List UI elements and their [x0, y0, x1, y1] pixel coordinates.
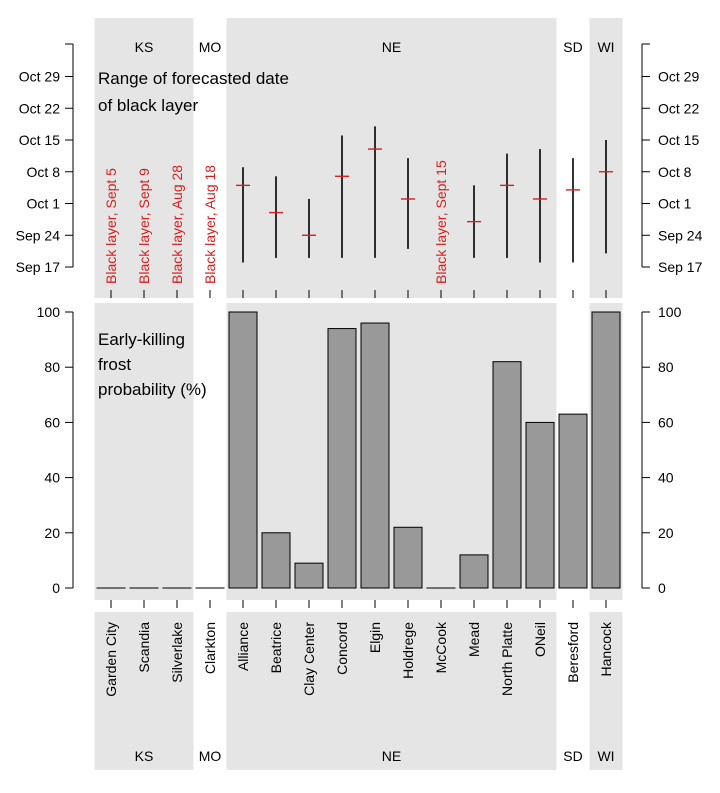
- location-label: North Platte: [499, 622, 515, 696]
- bottom-right-tick-label: 60: [658, 414, 674, 430]
- top-left-tick-label: Oct 29: [19, 69, 60, 85]
- frost-bar: [228, 311, 258, 589]
- bottom-panel-title: frost: [98, 355, 131, 374]
- frost-bar: [327, 328, 357, 589]
- location-label: McCook: [433, 621, 449, 673]
- state-label-bottom: NE: [382, 748, 401, 764]
- location-label: Elgin: [367, 622, 383, 653]
- band-top-ne: [226, 18, 557, 298]
- band-top-ks: [94, 18, 194, 298]
- top-right-tick-label: Oct 15: [658, 132, 699, 148]
- state-label-top: SD: [563, 39, 582, 55]
- bottom-left-tick-label: 80: [44, 359, 60, 375]
- top-right-tick-label: Oct 8: [658, 164, 692, 180]
- location-label: Clay Center: [301, 622, 317, 696]
- bottom-right-tick-label: 40: [658, 470, 674, 486]
- black-layer-note: Black layer, Aug 28: [169, 165, 185, 284]
- bottom-panel-title: probability (%): [98, 380, 207, 399]
- band-bottom-ks: [94, 303, 194, 600]
- bottom-left-tick-label: 100: [37, 304, 61, 320]
- top-panel-title: of black layer: [98, 96, 198, 115]
- bottom-left-tick-label: 20: [44, 525, 60, 541]
- top-right-tick-label: Oct 1: [658, 196, 692, 212]
- top-left-tick-label: Oct 15: [19, 132, 60, 148]
- bottom-panel-title: Early-killing: [98, 330, 185, 349]
- top-left-tick-label: Oct 8: [27, 164, 61, 180]
- frost-bar: [294, 562, 324, 589]
- frost-bar: [591, 311, 621, 589]
- top-left-tick-label: Sep 24: [16, 227, 61, 243]
- location-label: Silverlake: [169, 622, 185, 683]
- black-layer-note: Black layer, Sept 15: [433, 160, 449, 284]
- location-label: Clarkton: [202, 622, 218, 674]
- frost-bar: [393, 526, 423, 589]
- frost-bar: [558, 413, 588, 589]
- location-label: Beresford: [565, 622, 581, 683]
- frost-bar: [261, 532, 291, 589]
- bottom-right-tick-label: 80: [658, 359, 674, 375]
- top-left-tick-label: Oct 22: [19, 100, 60, 116]
- bottom-right-tick-label: 0: [658, 580, 666, 596]
- top-left-tick-label: Sep 17: [16, 259, 61, 275]
- state-label-bottom: WI: [597, 748, 614, 764]
- black-layer-note: Black layer, Aug 18: [202, 165, 218, 284]
- state-label-bottom: KS: [135, 748, 154, 764]
- location-label: Beatrice: [268, 622, 284, 674]
- top-left-tick-label: Oct 1: [27, 196, 61, 212]
- location-label: Concord: [334, 622, 350, 675]
- location-label: Holdrege: [400, 622, 416, 679]
- bottom-right-tick-label: 20: [658, 525, 674, 541]
- bottom-right-tick-label: 100: [658, 304, 682, 320]
- top-right-tick-label: Oct 22: [658, 100, 699, 116]
- bottom-left-tick-label: 0: [52, 580, 60, 596]
- state-label-top: NE: [382, 39, 401, 55]
- state-label-bottom: SD: [563, 748, 582, 764]
- top-panel-title: Range of forecasted date: [98, 69, 289, 88]
- location-label: Hancock: [598, 621, 614, 676]
- band-labels-ks: [94, 612, 194, 770]
- band-labels-wi: [589, 612, 623, 770]
- state-label-top: WI: [597, 39, 614, 55]
- location-label: Scandia: [136, 622, 152, 673]
- top-right-tick-label: Oct 29: [658, 69, 699, 85]
- frost-bar: [492, 361, 522, 589]
- black-layer-note: Black layer, Sept 5: [103, 168, 119, 284]
- top-right-tick-label: Sep 24: [658, 227, 703, 243]
- band-labels-ne: [226, 612, 557, 770]
- bottom-left-tick-label: 40: [44, 470, 60, 486]
- black-layer-note: Black layer, Sept 9: [136, 168, 152, 284]
- top-right-tick-label: Sep 17: [658, 259, 703, 275]
- state-label-bottom: MO: [199, 748, 222, 764]
- bottom-left-tick-label: 60: [44, 414, 60, 430]
- location-label: ONeil: [532, 622, 548, 657]
- frost-bar: [525, 421, 555, 589]
- state-label-top: MO: [199, 39, 222, 55]
- location-label: Garden City: [103, 622, 119, 697]
- location-label: Mead: [466, 622, 482, 657]
- state-label-top: KS: [135, 39, 154, 55]
- location-label: Alliance: [235, 622, 251, 671]
- frost-bar: [459, 554, 489, 589]
- frost-bar: [360, 322, 390, 589]
